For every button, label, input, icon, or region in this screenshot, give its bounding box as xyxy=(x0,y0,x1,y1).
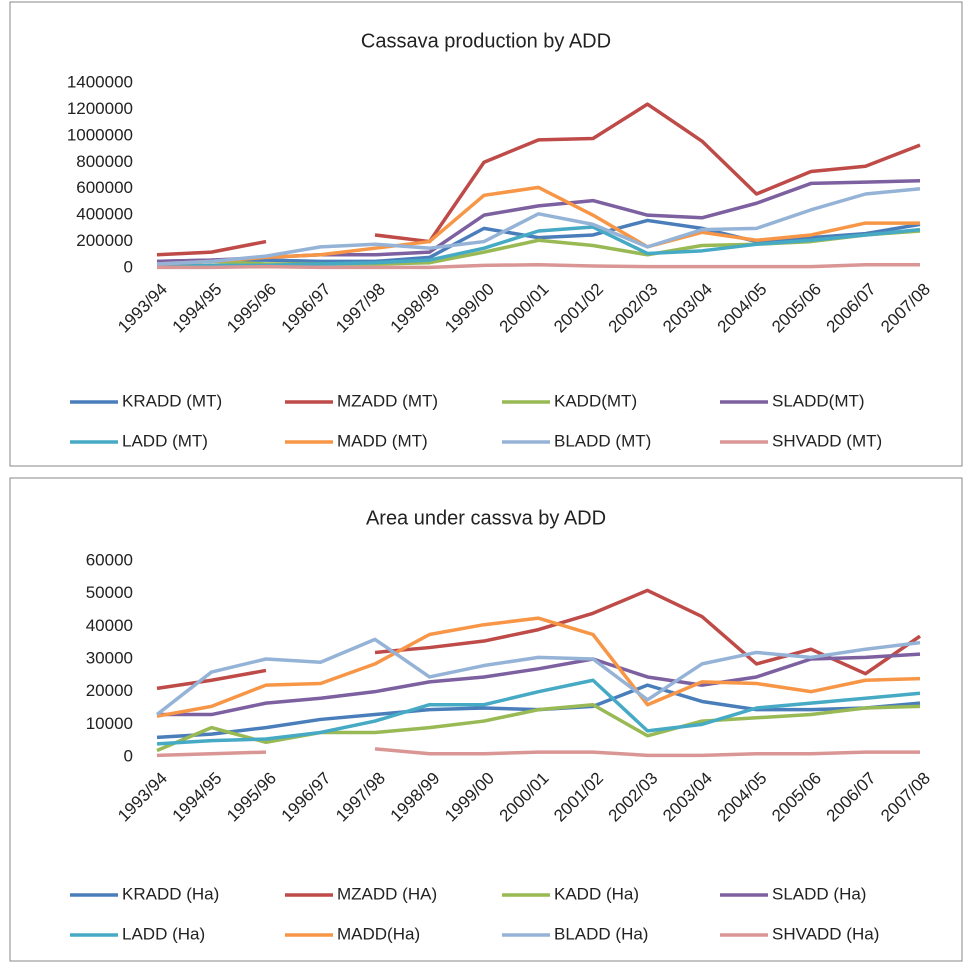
y-tick-label: 0 xyxy=(124,746,133,765)
series-line xyxy=(156,702,921,753)
series-line xyxy=(156,225,921,269)
y-tick-label: 200000 xyxy=(76,231,133,250)
legend-label: MADD (MT) xyxy=(337,431,428,450)
series-line xyxy=(157,652,921,717)
y-tick-label: 600000 xyxy=(76,178,133,197)
legend-label: KRADD (MT) xyxy=(122,391,222,410)
y-tick-label: 10000 xyxy=(86,714,133,733)
series-line xyxy=(156,747,920,758)
legend-label: MZADD (HA) xyxy=(337,884,437,903)
series-line xyxy=(156,678,921,746)
legend-label: SHVADD (Ha) xyxy=(772,924,879,943)
legend-label: SLADD (Ha) xyxy=(772,884,866,903)
legend-label: MZADD (MT) xyxy=(337,391,438,410)
chart-title: Cassava production by ADD xyxy=(361,30,611,52)
series-line xyxy=(156,186,921,266)
legend-label: LADD (Ha) xyxy=(122,924,205,943)
y-tick-label: 1200000 xyxy=(67,99,133,118)
legend-label: SLADD(MT) xyxy=(772,391,865,410)
y-tick-label: 60000 xyxy=(86,550,133,569)
y-tick-label: 1400000 xyxy=(67,72,133,91)
y-tick-label: 50000 xyxy=(86,583,133,602)
series-line xyxy=(156,218,921,264)
series-line xyxy=(155,637,921,716)
legend-label: BLADD (MT) xyxy=(554,431,651,450)
series-line xyxy=(156,185,920,266)
legend-label: KADD (Ha) xyxy=(554,884,639,903)
y-tick-label: 400000 xyxy=(76,205,133,224)
series-line xyxy=(157,262,920,270)
y-tick-label: 0 xyxy=(124,257,133,276)
series-line xyxy=(156,616,921,718)
y-tick-label: 20000 xyxy=(86,681,133,700)
series-line xyxy=(156,102,921,257)
y-tick-label: 30000 xyxy=(86,648,133,667)
legend-label: MADD(Ha) xyxy=(337,924,420,943)
legend-label: KADD(MT) xyxy=(554,391,637,410)
legend-label: BLADD (Ha) xyxy=(554,924,648,943)
chart-title: Area under cassva by ADD xyxy=(366,507,606,529)
y-tick-label: 800000 xyxy=(76,152,133,171)
legend-label: KRADD (Ha) xyxy=(122,884,219,903)
y-tick-label: 40000 xyxy=(86,616,133,635)
y-tick-label: 1000000 xyxy=(67,125,133,144)
legend-label: LADD (MT) xyxy=(122,431,208,450)
legend-label: SHVADD (MT) xyxy=(772,431,882,450)
